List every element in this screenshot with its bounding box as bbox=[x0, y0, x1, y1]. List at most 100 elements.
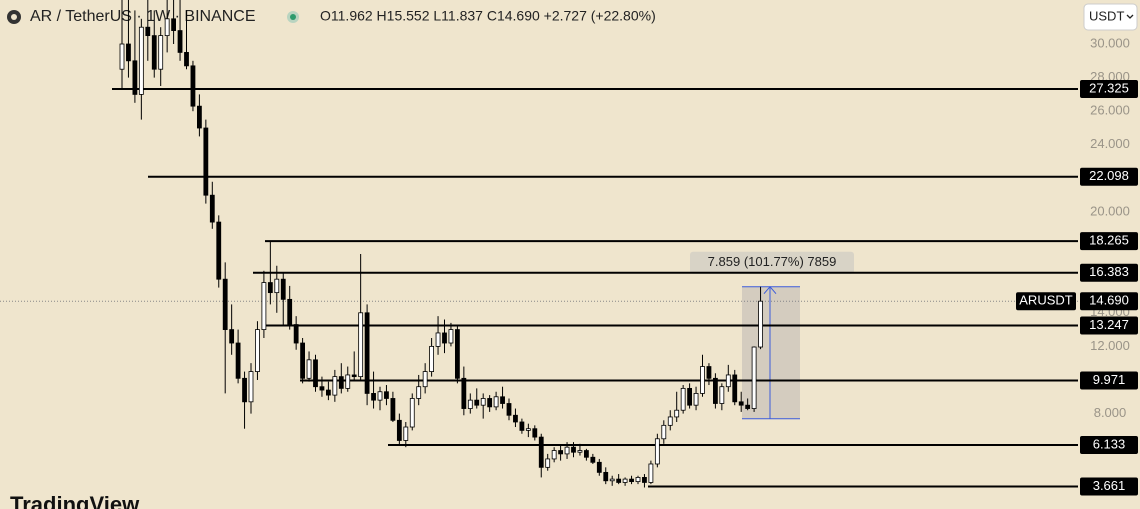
level-label-box bbox=[1080, 435, 1138, 454]
candle-body bbox=[616, 478, 622, 483]
level-label: 18.265 bbox=[1089, 233, 1129, 248]
candle-body bbox=[274, 278, 280, 294]
candle-body bbox=[706, 366, 712, 379]
candle-body bbox=[745, 404, 751, 409]
candle-body bbox=[390, 398, 396, 421]
candle-body bbox=[196, 105, 202, 129]
candle-body bbox=[474, 399, 480, 406]
candle-body bbox=[719, 386, 725, 404]
currency-caret[interactable] bbox=[1126, 14, 1134, 19]
candle-body bbox=[622, 478, 628, 483]
candle-body bbox=[396, 419, 402, 441]
candle-body bbox=[216, 221, 222, 280]
candle-body bbox=[293, 324, 299, 344]
y-tick-label: 26.000 bbox=[1090, 103, 1130, 118]
candle-body bbox=[203, 127, 209, 196]
level-label: 3.661 bbox=[1093, 478, 1126, 493]
candle-body bbox=[429, 345, 435, 372]
level-label-box bbox=[1080, 167, 1138, 186]
level-label: 9.971 bbox=[1093, 372, 1126, 387]
candle-body bbox=[229, 329, 235, 344]
candle-body bbox=[725, 374, 731, 388]
candle-body bbox=[255, 329, 260, 372]
candle-body bbox=[603, 471, 609, 482]
candle-body bbox=[661, 424, 667, 440]
last-price-label: 14.690 bbox=[1089, 293, 1129, 308]
candle-body bbox=[184, 52, 189, 67]
level-label-box bbox=[1080, 371, 1138, 390]
measure-label: 7.859 (101.77%) 7859 bbox=[708, 254, 837, 269]
candle-body bbox=[280, 278, 286, 300]
measure-box bbox=[742, 286, 800, 419]
currency-button[interactable] bbox=[1083, 3, 1138, 31]
candle-body bbox=[313, 359, 318, 388]
candle-body bbox=[538, 436, 544, 468]
symbol-icon-inner bbox=[11, 14, 17, 20]
level-label-box bbox=[1080, 477, 1138, 496]
candle-body bbox=[306, 359, 312, 379]
candle-body bbox=[577, 450, 583, 453]
y-tick-label: 20.000 bbox=[1090, 203, 1130, 218]
candle-body bbox=[738, 401, 744, 406]
candle-body bbox=[500, 396, 505, 404]
candle-body bbox=[532, 428, 538, 438]
candle-body bbox=[635, 477, 641, 483]
level-label-box bbox=[1080, 316, 1138, 335]
level-label: 22.098 bbox=[1089, 168, 1129, 183]
level-label: 6.133 bbox=[1093, 436, 1126, 451]
measure-label-box bbox=[690, 251, 854, 274]
symbol-title: AR / TetherUS · 1W · BINANCE bbox=[30, 8, 256, 25]
candle-body bbox=[687, 387, 692, 406]
candle-body bbox=[448, 329, 454, 344]
candle-body bbox=[416, 386, 422, 399]
candle-body bbox=[351, 374, 357, 378]
candle-body bbox=[119, 43, 125, 70]
candle-body bbox=[519, 421, 525, 431]
y-tick-label: 24.000 bbox=[1090, 136, 1130, 151]
candle-body bbox=[384, 391, 389, 399]
candle-body bbox=[467, 399, 473, 409]
candle-body bbox=[371, 393, 376, 401]
candle-body bbox=[287, 298, 293, 325]
candle-body bbox=[300, 342, 306, 379]
candle-body bbox=[487, 398, 493, 408]
candle-body bbox=[700, 366, 705, 394]
candle-body bbox=[596, 461, 602, 473]
candle-body bbox=[629, 478, 634, 483]
candle-body bbox=[403, 426, 409, 441]
candle-body bbox=[590, 456, 596, 463]
candle-body bbox=[506, 403, 512, 416]
candle-body bbox=[345, 374, 351, 389]
candle-body bbox=[564, 446, 570, 455]
candle-body bbox=[674, 409, 680, 418]
y-tick-label: 12.000 bbox=[1090, 338, 1130, 353]
candle-body bbox=[609, 478, 615, 482]
last-price-box bbox=[1080, 292, 1138, 311]
candle-body bbox=[209, 194, 215, 223]
candle-body bbox=[190, 65, 196, 107]
candle-body bbox=[164, 18, 170, 37]
candle-body bbox=[158, 35, 164, 70]
candle-body bbox=[248, 371, 254, 403]
candle-body bbox=[422, 371, 428, 388]
candle-body bbox=[758, 300, 763, 348]
candle-body bbox=[364, 312, 370, 394]
candle-body bbox=[442, 332, 447, 344]
candle-body bbox=[267, 282, 273, 294]
level-label: 27.325 bbox=[1089, 80, 1129, 95]
candle-body bbox=[132, 60, 138, 95]
candle-body bbox=[680, 387, 686, 411]
candle-body bbox=[713, 377, 718, 404]
level-label: 13.247 bbox=[1089, 317, 1129, 332]
candle-body bbox=[571, 446, 576, 453]
currency-label[interactable]: USDT bbox=[1089, 8, 1124, 23]
candle-body bbox=[584, 450, 589, 458]
candle-body bbox=[435, 332, 441, 347]
candle-body bbox=[551, 450, 557, 460]
status-dot-inner bbox=[290, 14, 296, 20]
candle-body bbox=[171, 18, 177, 31]
measure-arrowhead bbox=[763, 285, 777, 295]
candle-body bbox=[642, 477, 647, 483]
candle-body bbox=[454, 329, 460, 379]
